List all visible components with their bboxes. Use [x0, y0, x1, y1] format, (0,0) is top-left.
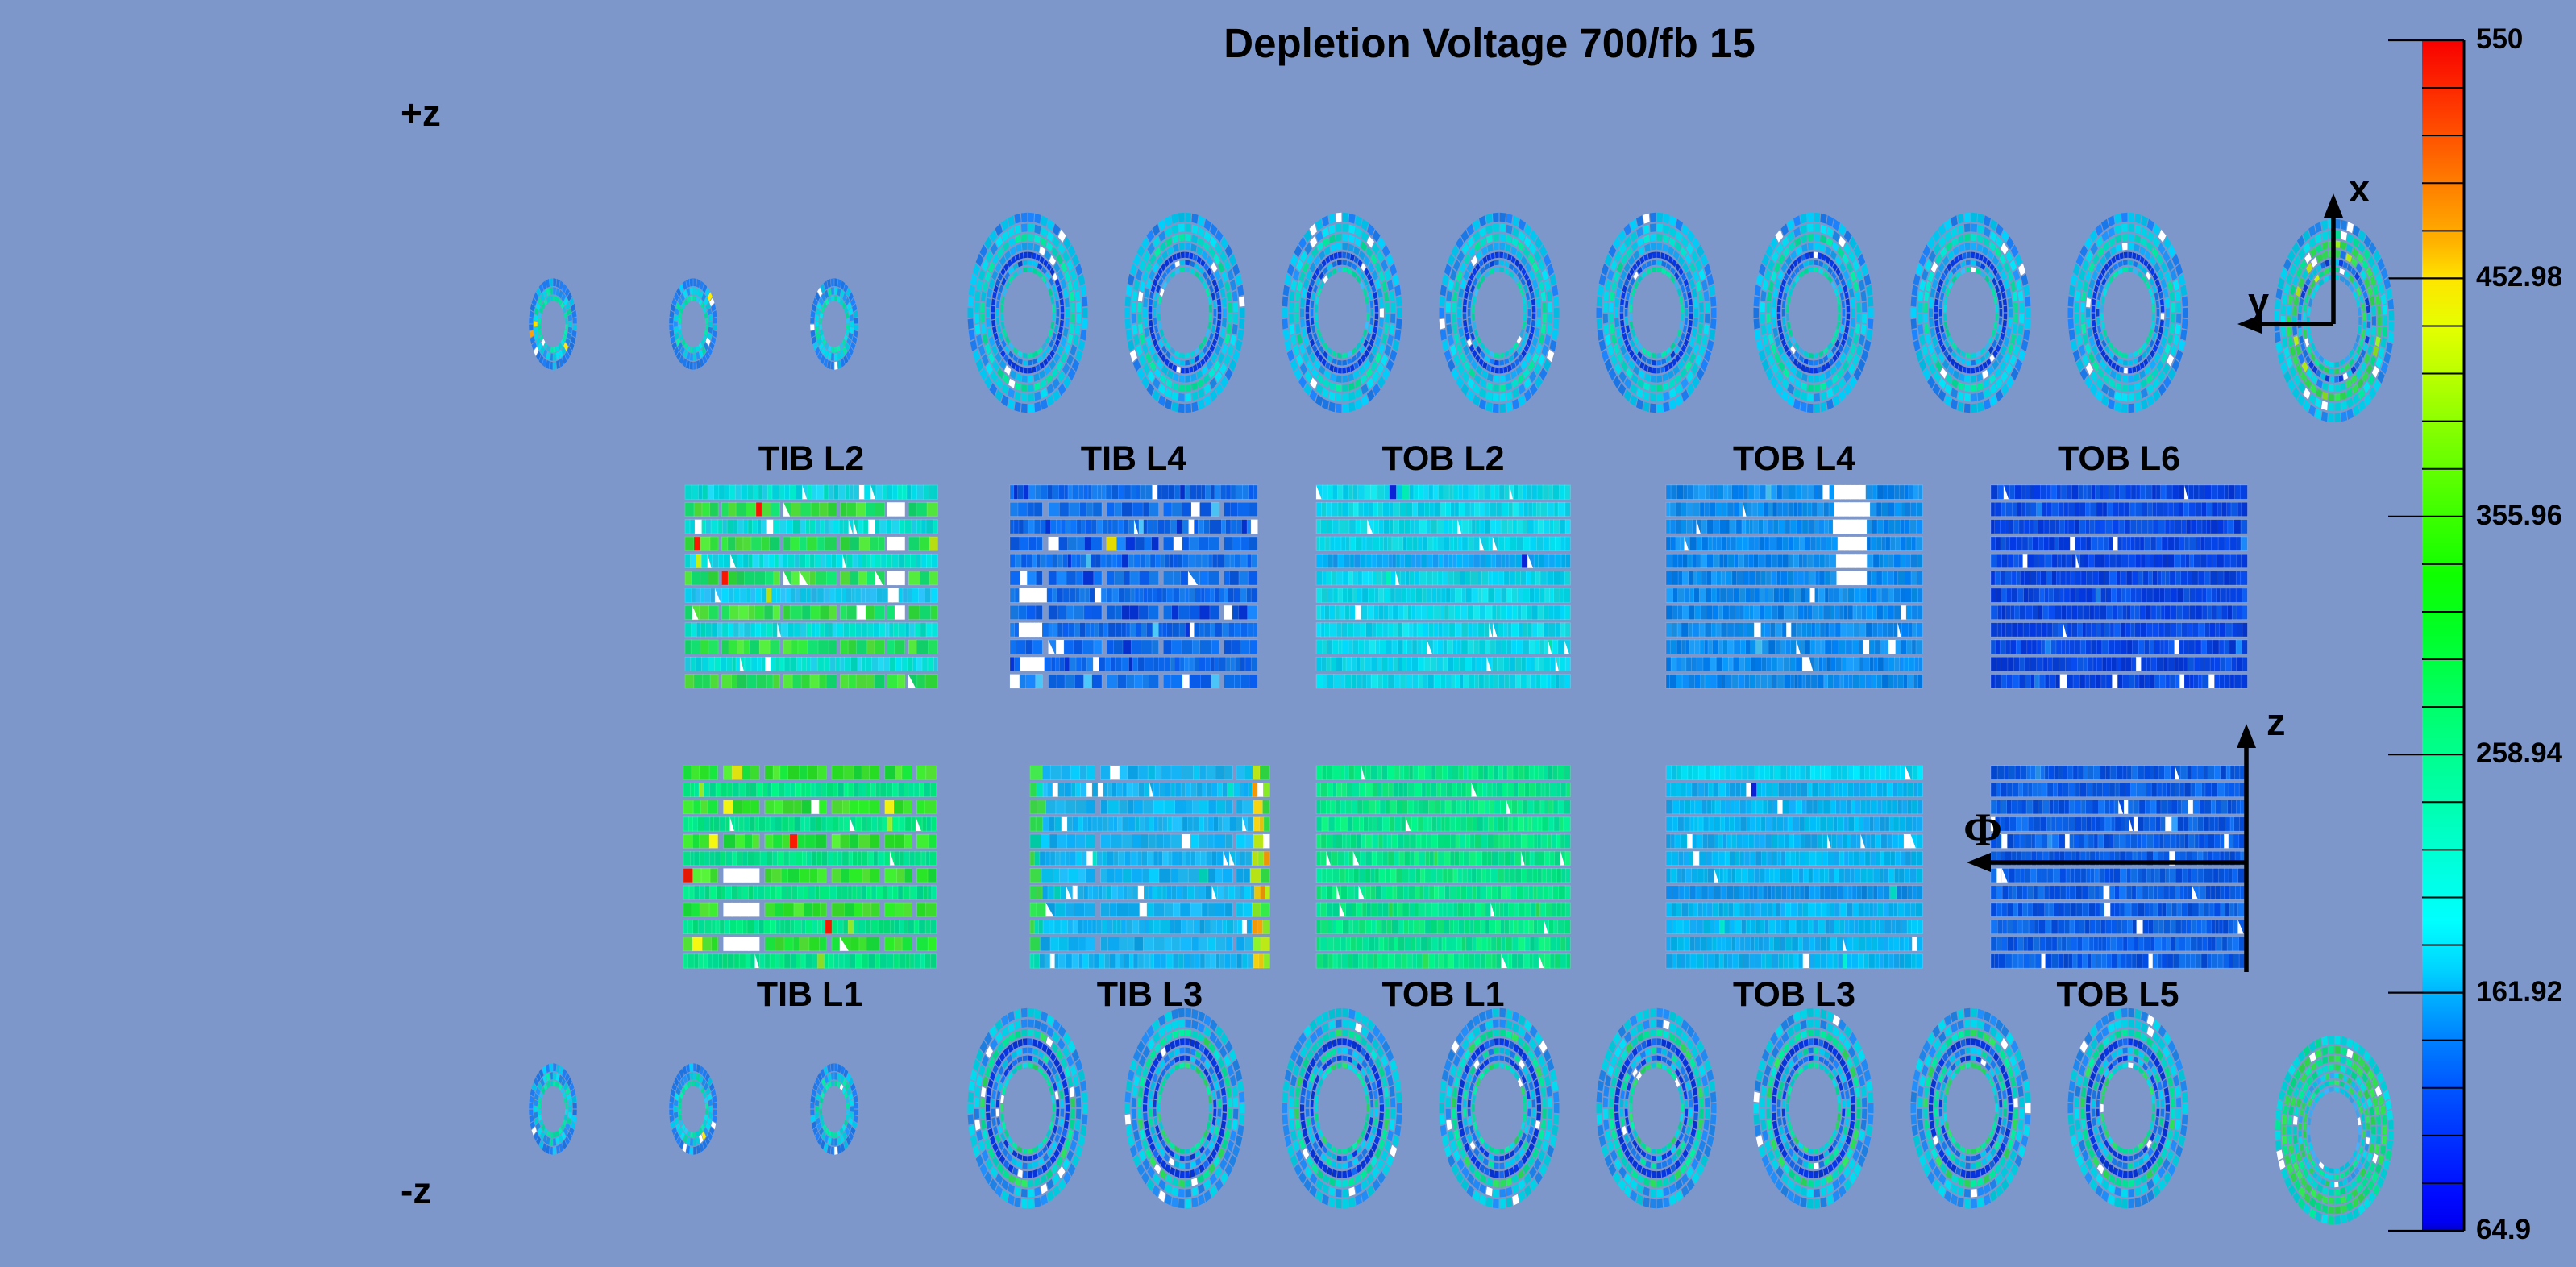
barrel-panel-tobl5: [1990, 765, 2246, 969]
barrel-panel-tobl2: [1315, 484, 1571, 689]
endcap-disk: [1282, 1007, 1402, 1209]
barrel-panel-tobl1: [1315, 765, 1571, 969]
panel-label-tobl1: TOB L1: [1381, 975, 1505, 1014]
colorbar-tick-label: 550: [2476, 23, 2524, 55]
endcap-disk: [810, 1063, 858, 1155]
endcap-disk: [669, 278, 717, 370]
endcap-disk: [1282, 212, 1402, 413]
endcap-disk: [1753, 212, 1874, 413]
barrel-panel-tibl4: [1009, 484, 1258, 689]
endcap-disk: [810, 278, 858, 370]
y-axis-arrow: [2237, 314, 2333, 334]
panel-label-tibl4: TIB L4: [1080, 439, 1187, 478]
colorbar-tick-label: 355.96: [2476, 499, 2563, 531]
endcap-disk: [2274, 218, 2395, 423]
x-axis-arrow: [2324, 193, 2343, 324]
endcap-disk: [1124, 212, 1245, 413]
endcap-disk: [669, 1063, 717, 1155]
barrel-panel-tibl3: [1029, 765, 1270, 969]
panel-label-tobl6: TOB L6: [2057, 439, 2181, 478]
endcap-disk: [1596, 1007, 1717, 1209]
minus-z-label: -z: [401, 1169, 432, 1211]
colorbar-tick-label: 161.92: [2476, 975, 2563, 1007]
z-axis-label: z: [2266, 700, 2286, 743]
endcap-disk: [529, 278, 577, 370]
barrel-panel-tobl6: [1990, 484, 2248, 689]
endcap-disk: [967, 212, 1088, 413]
panel-label-tobl2: TOB L2: [1381, 439, 1505, 478]
x-axis-label: x: [2349, 167, 2370, 210]
colorbar: [2388, 39, 2466, 1232]
barrel-panel-tibl2: [684, 484, 938, 689]
z-axis-arrow: [2237, 724, 2256, 972]
panel-label-tibl1: TIB L1: [756, 975, 863, 1014]
panel-label-tobl5: TOB L5: [2056, 975, 2179, 1014]
y-axis-label: y: [2248, 280, 2270, 322]
colorbar-tick-label: 452.98: [2476, 261, 2563, 293]
barrel-panel-tobl4: [1665, 484, 1923, 689]
endcap-disk: [1439, 1007, 1560, 1209]
panel-label-tibl2: TIB L2: [758, 439, 865, 478]
endcap-disk: [1910, 1007, 2031, 1209]
phi-axis-label: Φ: [1963, 804, 2003, 856]
colorbar-tick-label: 258.94: [2476, 737, 2563, 770]
colorbar-tick-label: 64.9: [2476, 1214, 2532, 1245]
endcap-disk: [1910, 212, 2031, 413]
panel-label-tobl4: TOB L4: [1732, 439, 1856, 478]
endcap-disk: [1753, 1007, 1874, 1209]
endcap-disk: [2067, 1007, 2188, 1209]
plus-z-label: +z: [401, 92, 441, 134]
panel-label-tobl3: TOB L3: [1732, 975, 1856, 1014]
panel-label-tibl3: TIB L3: [1096, 975, 1203, 1014]
endcap-disk: [2275, 1035, 2394, 1225]
endcap-disk: [1596, 212, 1717, 413]
endcap-disk: [1439, 212, 1560, 413]
page-title: Depletion Voltage 700/fb 15: [1224, 20, 1755, 66]
barrel-panel-tibl1: [683, 765, 937, 969]
endcap-disk: [529, 1063, 577, 1155]
endcap-disk: [2067, 212, 2188, 413]
barrel-panel-tobl3: [1665, 765, 1923, 969]
phi-axis-arrow: [1967, 853, 2246, 872]
endcap-disk: [967, 1007, 1088, 1209]
endcap-disk: [1124, 1007, 1245, 1209]
